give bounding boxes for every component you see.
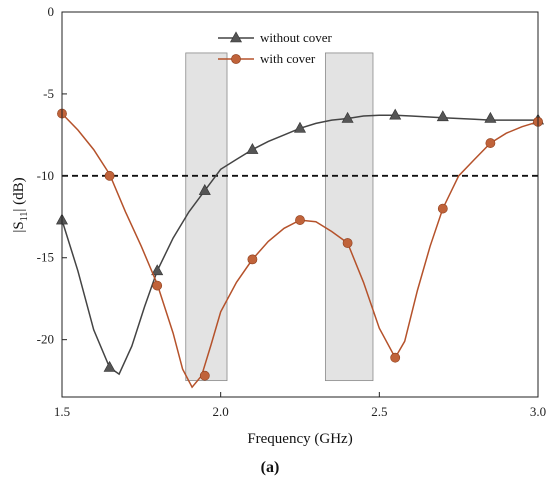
shaded-band-2 xyxy=(324,52,374,382)
legend-marker-triangle xyxy=(229,31,243,43)
marker-with-cover-10 xyxy=(485,138,496,148)
series-line-without-cover xyxy=(61,114,538,376)
legend-label-1: without cover xyxy=(260,30,333,45)
marker-with-cover-6 xyxy=(295,215,305,225)
x-tick-label: 3.0 xyxy=(530,404,546,419)
legend-marker-circle xyxy=(231,54,241,64)
axis-ticks: 1.5 2.0 2.5 3.0 0 -5 -10 -15 -20 xyxy=(37,4,546,419)
marker-without-cover-7 xyxy=(341,111,354,123)
y-axis-title: |S11| (dB) xyxy=(11,177,30,232)
marker-without-cover-2 xyxy=(103,360,116,372)
marker-with-cover-5 xyxy=(247,254,258,265)
y-axis-title-main: |S xyxy=(11,221,27,232)
shaded-band-1 xyxy=(185,52,228,382)
y-tick-label: -10 xyxy=(37,168,54,183)
series-group xyxy=(55,108,545,389)
y-axis-title-tail: | (dB) xyxy=(11,177,27,211)
plot-frame xyxy=(61,11,539,398)
marker-without-cover-6 xyxy=(293,121,307,133)
y-tick-label: -15 xyxy=(37,250,54,265)
x-axis-title: Frequency (GHz) xyxy=(247,431,352,447)
series-line-with-cover xyxy=(61,113,539,389)
figure-caption: (a) xyxy=(261,459,280,476)
legend: without cover with cover xyxy=(218,30,333,66)
marker-with-cover-4 xyxy=(199,370,210,381)
y-tick-label: -5 xyxy=(43,86,54,101)
marker-with-cover-2 xyxy=(104,170,115,181)
shaded-bands xyxy=(185,52,374,382)
marker-without-cover-4 xyxy=(198,183,211,195)
x-tick-label: 2.5 xyxy=(371,404,387,419)
marker-without-cover-3 xyxy=(151,264,164,276)
y-tick-label: -20 xyxy=(37,332,54,347)
x-tick-label: 1.5 xyxy=(54,404,70,419)
marker-with-cover-8 xyxy=(390,352,401,363)
marker-without-cover-8 xyxy=(389,108,402,120)
marker-without-cover-9 xyxy=(436,110,449,122)
marker-with-cover-9 xyxy=(437,203,448,214)
marker-without-cover-5 xyxy=(246,142,259,154)
legend-label-2: with cover xyxy=(260,51,316,66)
marker-with-cover-7 xyxy=(342,238,353,248)
y-axis-title-sub: 11 xyxy=(19,212,30,222)
marker-with-cover-3 xyxy=(152,280,163,291)
marker-without-cover-10 xyxy=(484,111,497,123)
y-tick-label: 0 xyxy=(48,4,55,19)
x-tick-label: 2.0 xyxy=(213,404,229,419)
